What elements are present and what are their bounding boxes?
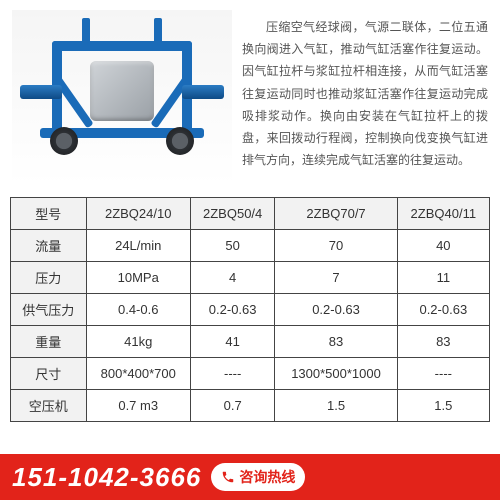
header-col2: 2ZBQ50/4 bbox=[190, 198, 275, 230]
table-header-row: 型号 2ZBQ24/10 2ZBQ50/4 2ZBQ70/7 2ZBQ40/11 bbox=[11, 198, 490, 230]
cell: 0.4-0.6 bbox=[86, 294, 190, 326]
table-body: 流量 24L/min 50 70 40 压力 10MPa 4 7 11 供气压力… bbox=[11, 230, 490, 422]
table-row: 尺寸 800*400*700 ---- 1300*500*1000 ---- bbox=[11, 358, 490, 390]
phone-number: 151-1042-3666 bbox=[12, 462, 201, 493]
table-row: 空压机 0.7 m3 0.7 1.5 1.5 bbox=[11, 390, 490, 422]
top-section: 压缩空气经球阀，气源二联体，二位五通换向阀进入气缸，推动气缸活塞作往复运动。因气… bbox=[0, 0, 500, 193]
row-label: 重量 bbox=[11, 326, 87, 358]
cell: 0.7 m3 bbox=[86, 390, 190, 422]
cell: 40 bbox=[397, 230, 489, 262]
cell: 1300*500*1000 bbox=[275, 358, 397, 390]
header-col4: 2ZBQ40/11 bbox=[397, 198, 489, 230]
cell: 7 bbox=[275, 262, 397, 294]
cell: 0.2-0.63 bbox=[397, 294, 489, 326]
row-label: 压力 bbox=[11, 262, 87, 294]
product-description: 压缩空气经球阀，气源二联体，二位五通换向阀进入气缸，推动气缸活塞作往复运动。因气… bbox=[242, 10, 488, 185]
cell: 50 bbox=[190, 230, 275, 262]
cell: 11 bbox=[397, 262, 489, 294]
row-label: 尺寸 bbox=[11, 358, 87, 390]
cell: 800*400*700 bbox=[86, 358, 190, 390]
phone-icon bbox=[221, 470, 235, 484]
table-row: 供气压力 0.4-0.6 0.2-0.63 0.2-0.63 0.2-0.63 bbox=[11, 294, 490, 326]
table-row: 流量 24L/min 50 70 40 bbox=[11, 230, 490, 262]
table-row: 压力 10MPa 4 7 11 bbox=[11, 262, 490, 294]
cell: 41kg bbox=[86, 326, 190, 358]
cell: 24L/min bbox=[86, 230, 190, 262]
cell: 0.2-0.63 bbox=[190, 294, 275, 326]
hotline-label: 咨询热线 bbox=[239, 467, 295, 487]
product-image bbox=[12, 10, 232, 185]
spec-table: 型号 2ZBQ24/10 2ZBQ50/4 2ZBQ70/7 2ZBQ40/11… bbox=[10, 197, 490, 422]
row-label: 流量 bbox=[11, 230, 87, 262]
pump-machine-illustration bbox=[32, 33, 212, 163]
cell: ---- bbox=[397, 358, 489, 390]
cell: 0.2-0.63 bbox=[275, 294, 397, 326]
cell: 70 bbox=[275, 230, 397, 262]
cell: 83 bbox=[275, 326, 397, 358]
footer-bar: 151-1042-3666 咨询热线 bbox=[0, 454, 500, 500]
cell: 1.5 bbox=[275, 390, 397, 422]
description-text: 压缩空气经球阀，气源二联体，二位五通换向阀进入气缸，推动气缸活塞作往复运动。因气… bbox=[242, 16, 488, 171]
cell: 4 bbox=[190, 262, 275, 294]
cell: 0.7 bbox=[190, 390, 275, 422]
header-model: 型号 bbox=[11, 198, 87, 230]
cell: 41 bbox=[190, 326, 275, 358]
row-label: 空压机 bbox=[11, 390, 87, 422]
cell: 10MPa bbox=[86, 262, 190, 294]
cell: 83 bbox=[397, 326, 489, 358]
header-col3: 2ZBQ70/7 bbox=[275, 198, 397, 230]
cell: ---- bbox=[190, 358, 275, 390]
row-label: 供气压力 bbox=[11, 294, 87, 326]
header-col1: 2ZBQ24/10 bbox=[86, 198, 190, 230]
cell: 1.5 bbox=[397, 390, 489, 422]
footer-fade bbox=[410, 454, 500, 500]
hotline-badge: 咨询热线 bbox=[211, 463, 305, 491]
table-row: 重量 41kg 41 83 83 bbox=[11, 326, 490, 358]
